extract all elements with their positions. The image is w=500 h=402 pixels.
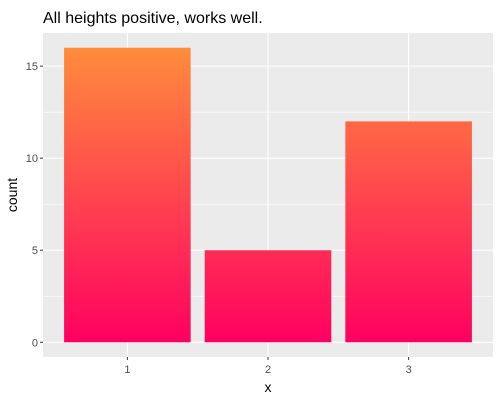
y-tick-label: 10: [26, 153, 38, 165]
x-tick-label: 2: [265, 364, 271, 376]
y-tick-label: 5: [32, 245, 38, 257]
y-axis-ticks: 0 5 10 15: [26, 61, 43, 349]
x-tick-label: 1: [124, 364, 130, 376]
bar-2: [204, 250, 332, 343]
bar-1: [64, 47, 191, 343]
x-tick-label: 3: [406, 364, 412, 376]
chart-title: All heights positive, works well.: [43, 10, 263, 27]
y-axis-title: count: [4, 178, 20, 212]
x-axis-ticks: 1 2 3: [124, 357, 412, 376]
bars: [64, 47, 472, 343]
y-tick-label: 15: [26, 61, 38, 73]
x-axis-title: x: [265, 379, 272, 395]
y-tick-label: 0: [32, 337, 38, 349]
bar-3: [345, 121, 472, 343]
